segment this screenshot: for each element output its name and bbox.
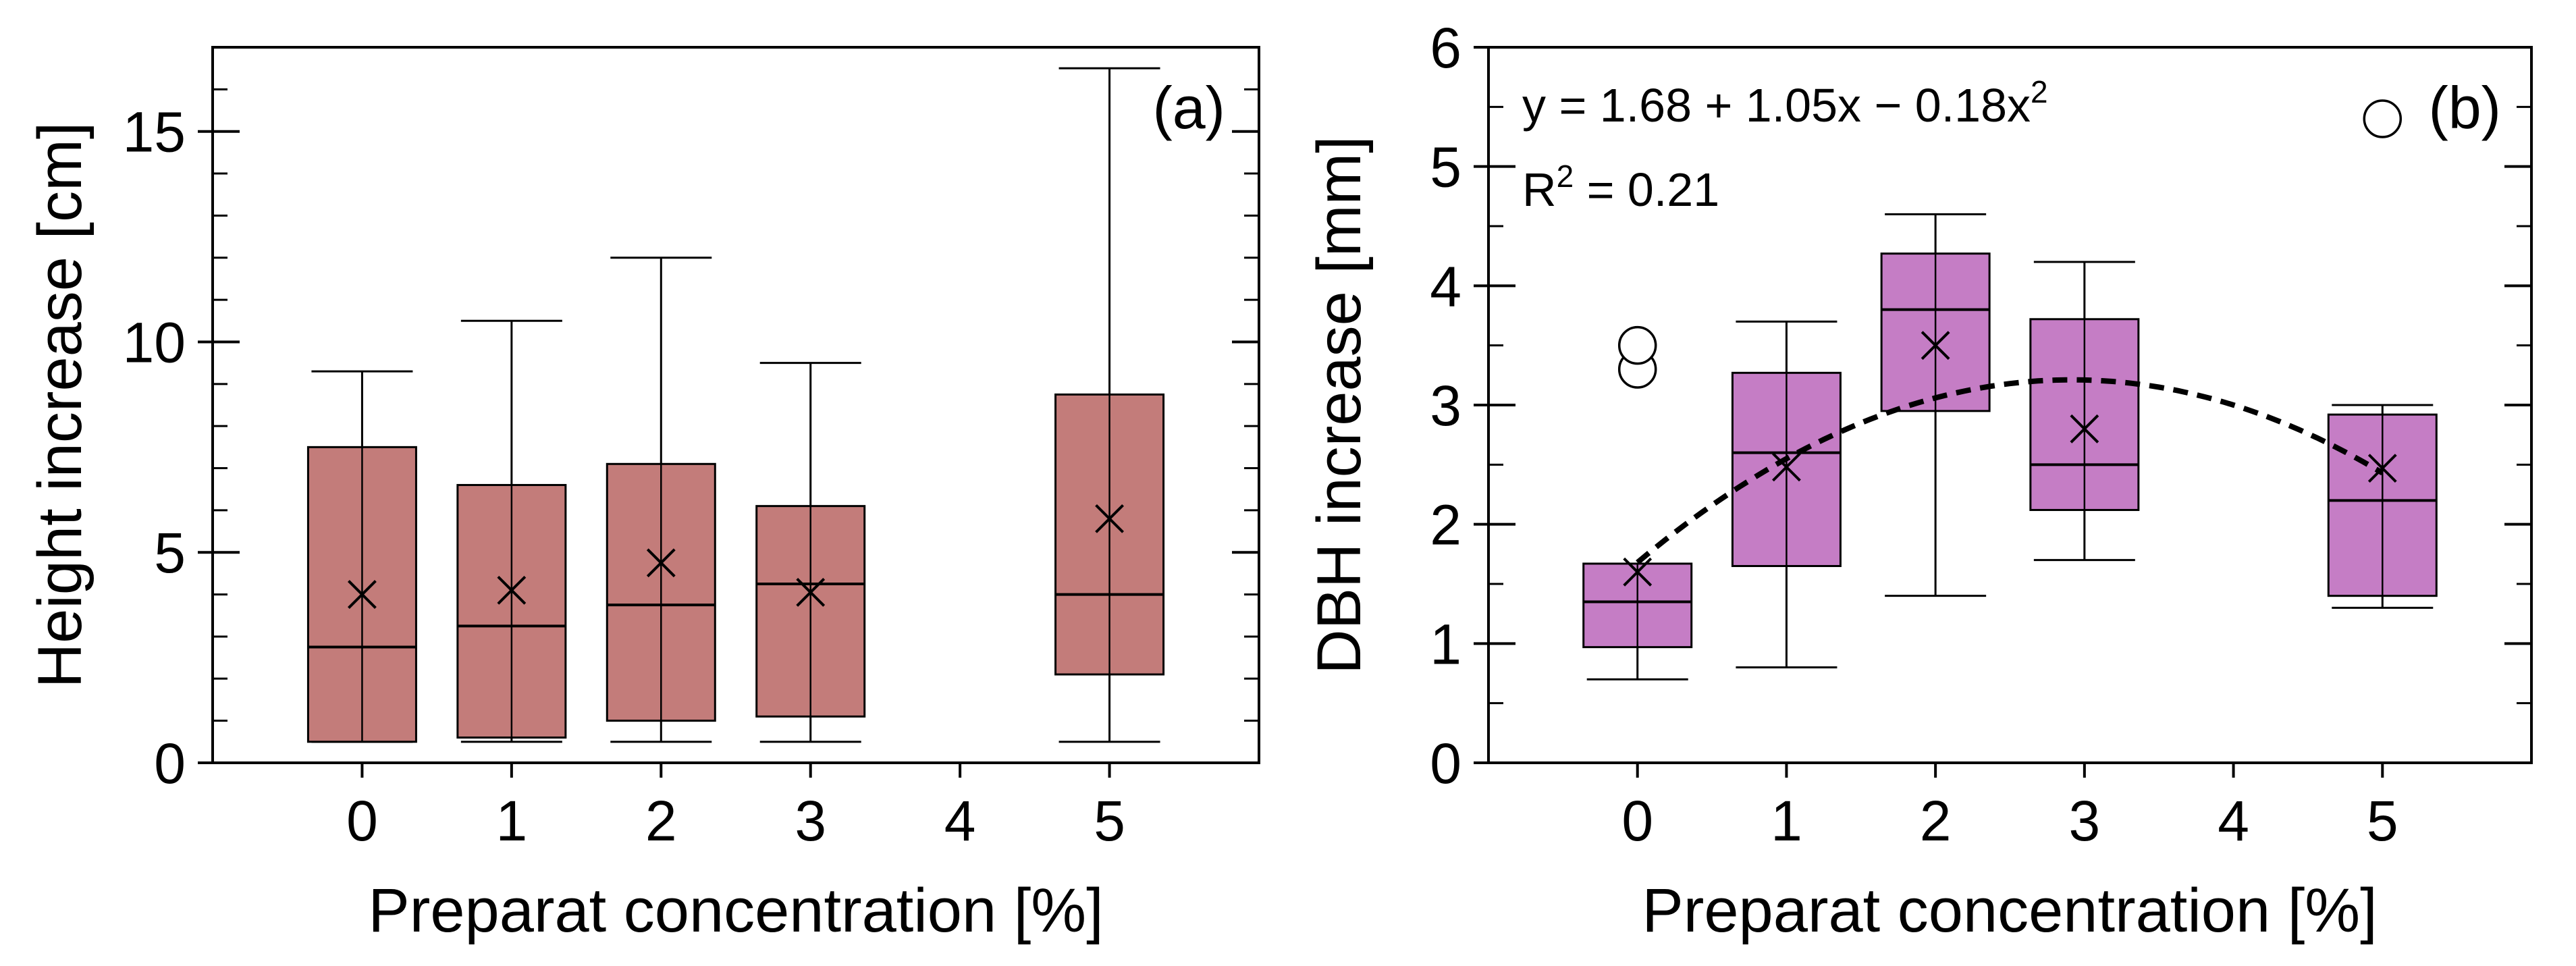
panel-b-y-ticks: 0 1 2 3 4 5 6: [1430, 16, 2531, 795]
b-y-tick-label: 0: [1430, 732, 1461, 795]
b-outlier: [2363, 99, 2403, 138]
a-y-tick-label: 10: [123, 311, 186, 374]
panel-b-label: (b): [2428, 74, 2501, 141]
panel-b-x-axis-title: Preparat concentration [%]: [1642, 876, 2377, 945]
panel-b-boxes: [1582, 99, 2438, 680]
fit-equation: y = 1.68 + 1.05x − 0.18x2: [1522, 74, 2048, 132]
b-y-tick-label: 1: [1430, 612, 1461, 676]
b-y-tick-label: 5: [1430, 136, 1461, 199]
b-mean-marker: [2367, 454, 2397, 483]
b-mean-marker: [2070, 414, 2099, 444]
a-mean-marker: [796, 578, 826, 607]
a-x-tick-label: 2: [645, 789, 677, 853]
panel-b-x-ticks: 0 1 2 3 4 5: [1621, 763, 2398, 853]
panel-b-fit: [1636, 377, 2384, 565]
b-x-tick-label: 3: [2068, 789, 2100, 853]
panel-b-dbh: 0 1 2 3 4 5 6 0 1 2 3 4 5 (b) Preparat concentratio…: [1305, 16, 2533, 945]
b-y-tick-label: 4: [1430, 254, 1461, 318]
a-mean-marker: [497, 575, 527, 605]
a-y-tick-label: 0: [154, 732, 186, 795]
a-mean-marker: [646, 548, 676, 578]
a-x-tick-label: 3: [795, 789, 826, 853]
panel-a-y-axis-title: Height increase [cm]: [26, 122, 95, 689]
panel-a-boxes: [306, 67, 1165, 743]
b-x-tick-label: 0: [1621, 789, 1653, 853]
a-y-tick-label: 5: [154, 521, 186, 585]
panel-b-y-axis-title: DBH increase [mm]: [1305, 136, 1374, 674]
b-y-tick-label: 6: [1430, 16, 1461, 80]
a-x-tick-label: 1: [495, 789, 527, 853]
b-mean-marker: [1772, 452, 1801, 482]
a-mean-marker: [1095, 504, 1124, 533]
b-y-tick-label: 3: [1430, 374, 1461, 437]
b-y-tick-label: 2: [1430, 493, 1461, 557]
b-outlier: [1617, 325, 1657, 365]
panel-a-label: (a): [1152, 74, 1225, 141]
a-mean-marker: [348, 580, 377, 610]
panel-a-plot-frame: [211, 46, 1260, 764]
panel-a-x-axis-title: Preparat concentration [%]: [368, 876, 1103, 945]
b-x-tick-label: 4: [2218, 789, 2249, 853]
b-x-tick-label: 2: [1920, 789, 1952, 853]
a-x-tick-label: 5: [1094, 789, 1125, 853]
a-x-tick-label: 0: [346, 789, 378, 853]
a-y-tick-label: 15: [123, 101, 186, 164]
panel-a-x-ticks: 0 1 2 3 4 5: [346, 763, 1125, 853]
panel-a-height: 0 5 10 15 0 1 2 3 4 5 (a) Preparat concentration…: [26, 46, 1260, 945]
b-fit-curve: [1636, 377, 2384, 565]
b-mean-marker: [1623, 557, 1653, 587]
b-x-tick-label: 5: [2367, 789, 2398, 853]
b-mean-marker: [1921, 331, 1950, 360]
a-x-tick-label: 4: [944, 789, 976, 853]
r-squared: R2 = 0.21: [1522, 159, 1719, 216]
panel-a-y-ticks: 0 5 10 15: [123, 101, 1259, 795]
b-x-tick-label: 1: [1771, 789, 1802, 853]
